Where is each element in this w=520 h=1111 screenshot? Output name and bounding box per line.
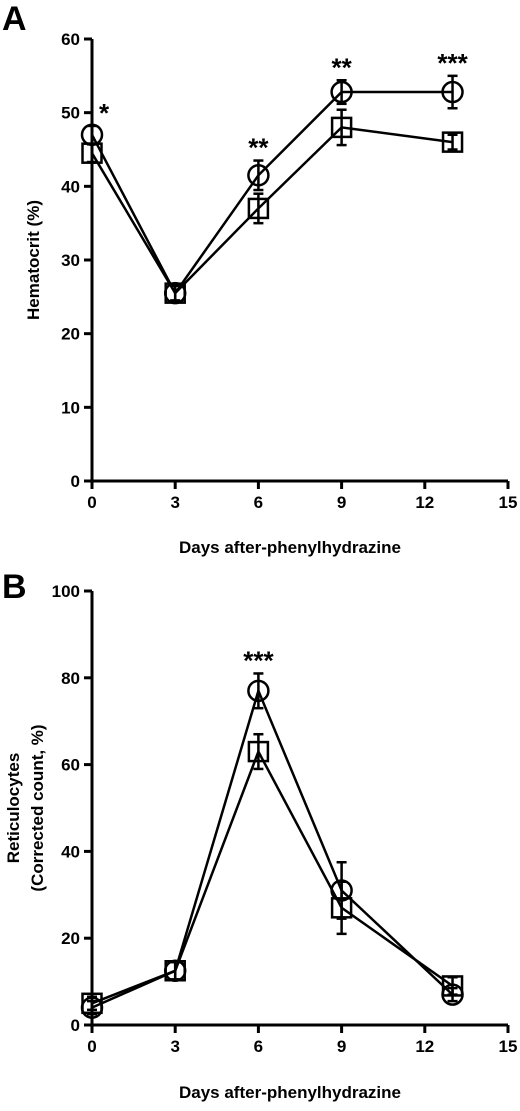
panel-a-x-tick-label: 9 xyxy=(337,493,346,512)
panel-b-y-axis-label-line2: (Corrected count, %) xyxy=(28,724,47,891)
panel-b-y-tick-label: 40 xyxy=(61,842,80,861)
panel-a-series-square-point xyxy=(164,282,186,304)
panel-a-ticks: 0 10 20 30 40 50 60 0 3 6 9 12 15 xyxy=(61,30,517,512)
panel-a-significance-label: ** xyxy=(248,133,269,163)
panel-a-y-tick-label: 0 xyxy=(71,472,80,491)
panel-b-series xyxy=(80,672,464,1019)
panel-a-significance-label: * xyxy=(99,98,110,128)
panel-b-axes xyxy=(90,591,508,1027)
panel-a-y-tick-label: 40 xyxy=(61,177,80,196)
panel-a-y-tick-label: 50 xyxy=(61,104,80,123)
panel-b-ticks: 0 20 40 60 80 100 0 3 6 9 12 15 xyxy=(52,582,518,1056)
panel-a-series-circle-point xyxy=(330,80,353,104)
panel-b-x-tick-label: 0 xyxy=(87,1037,96,1056)
panel-b-x-axis-label: Days after-phenylhydrazine xyxy=(179,1083,401,1102)
panel-a-y-tick-label: 60 xyxy=(61,30,80,49)
panel-b-series-square-point xyxy=(247,740,270,763)
panel-a-significance-label: *** xyxy=(437,48,468,78)
panel-a-series-square-line xyxy=(90,126,453,296)
panel-b-x-tick-label: 6 xyxy=(254,1037,263,1056)
panel-b-chart: B 0 20 40 60 80 100 0 3 6 9 12 15 *** Days after-ph… xyxy=(2,568,517,1102)
panel-b-x-tick-label: 9 xyxy=(337,1037,346,1056)
panel-a-annotations: ***** *** xyxy=(99,48,469,163)
panel-b-y-tick-label: 80 xyxy=(61,669,80,688)
panel-a-y-tick-label: 10 xyxy=(61,398,80,417)
panel-b-series-square-point xyxy=(330,897,353,919)
panel-b-y-tick-label: 100 xyxy=(52,582,80,601)
panel-b-x-tick-label: 15 xyxy=(499,1037,518,1056)
panel-a-y-tick-label: 20 xyxy=(61,325,80,344)
panel-b-y-tick-label: 60 xyxy=(61,756,80,775)
panel-a-x-tick-label: 3 xyxy=(170,493,179,512)
panel-b-series-square-point xyxy=(441,975,464,997)
panel-b-series-circle-line xyxy=(91,687,454,1009)
panel-b-x-tick-label: 3 xyxy=(170,1037,179,1056)
panel-b-y-tick-label: 0 xyxy=(71,1016,80,1035)
panel-b-letter: B xyxy=(2,568,27,606)
panel-b-y-axis-label-line1: Reticulocytes xyxy=(4,753,23,864)
panel-b-x-tick-label: 12 xyxy=(415,1037,434,1056)
panel-b-series-square-line xyxy=(91,748,454,1005)
panel-b-y-tick-label: 20 xyxy=(61,929,80,948)
panel-a-series-square-point xyxy=(441,131,464,153)
panel-a-x-axis-label: Days after-phenylhydrazine xyxy=(179,538,401,557)
panel-a-y-tick-label: 30 xyxy=(61,251,80,270)
panel-a-series-square-point xyxy=(81,142,103,164)
panel-a-x-tick-label: 6 xyxy=(254,493,263,512)
panel-a-series-square-point xyxy=(330,116,353,139)
panel-a-significance-label: ** xyxy=(331,52,352,82)
panel-a-series-square-point xyxy=(247,197,270,220)
panel-a-series-circle-line xyxy=(90,90,453,296)
panel-a-series xyxy=(80,74,464,305)
panel-b-series-square-point xyxy=(164,960,186,982)
panel-a-letter: A xyxy=(2,0,27,38)
panel-a-series-circle-point xyxy=(441,80,464,104)
panel-b-series-square-point xyxy=(81,992,103,1015)
panel-a-x-tick-label: 12 xyxy=(415,493,434,512)
panel-b-significance-label: *** xyxy=(243,645,274,675)
panel-a-x-tick-label: 15 xyxy=(499,493,518,512)
panel-b-series-circle-point xyxy=(247,679,270,703)
panel-b-annotations: *** xyxy=(243,645,274,675)
panel-a-series-circle-point xyxy=(247,164,270,187)
panel-a-y-axis-label: Hematocrit (%) xyxy=(24,200,43,320)
panel-a-x-tick-label: 0 xyxy=(87,493,96,512)
